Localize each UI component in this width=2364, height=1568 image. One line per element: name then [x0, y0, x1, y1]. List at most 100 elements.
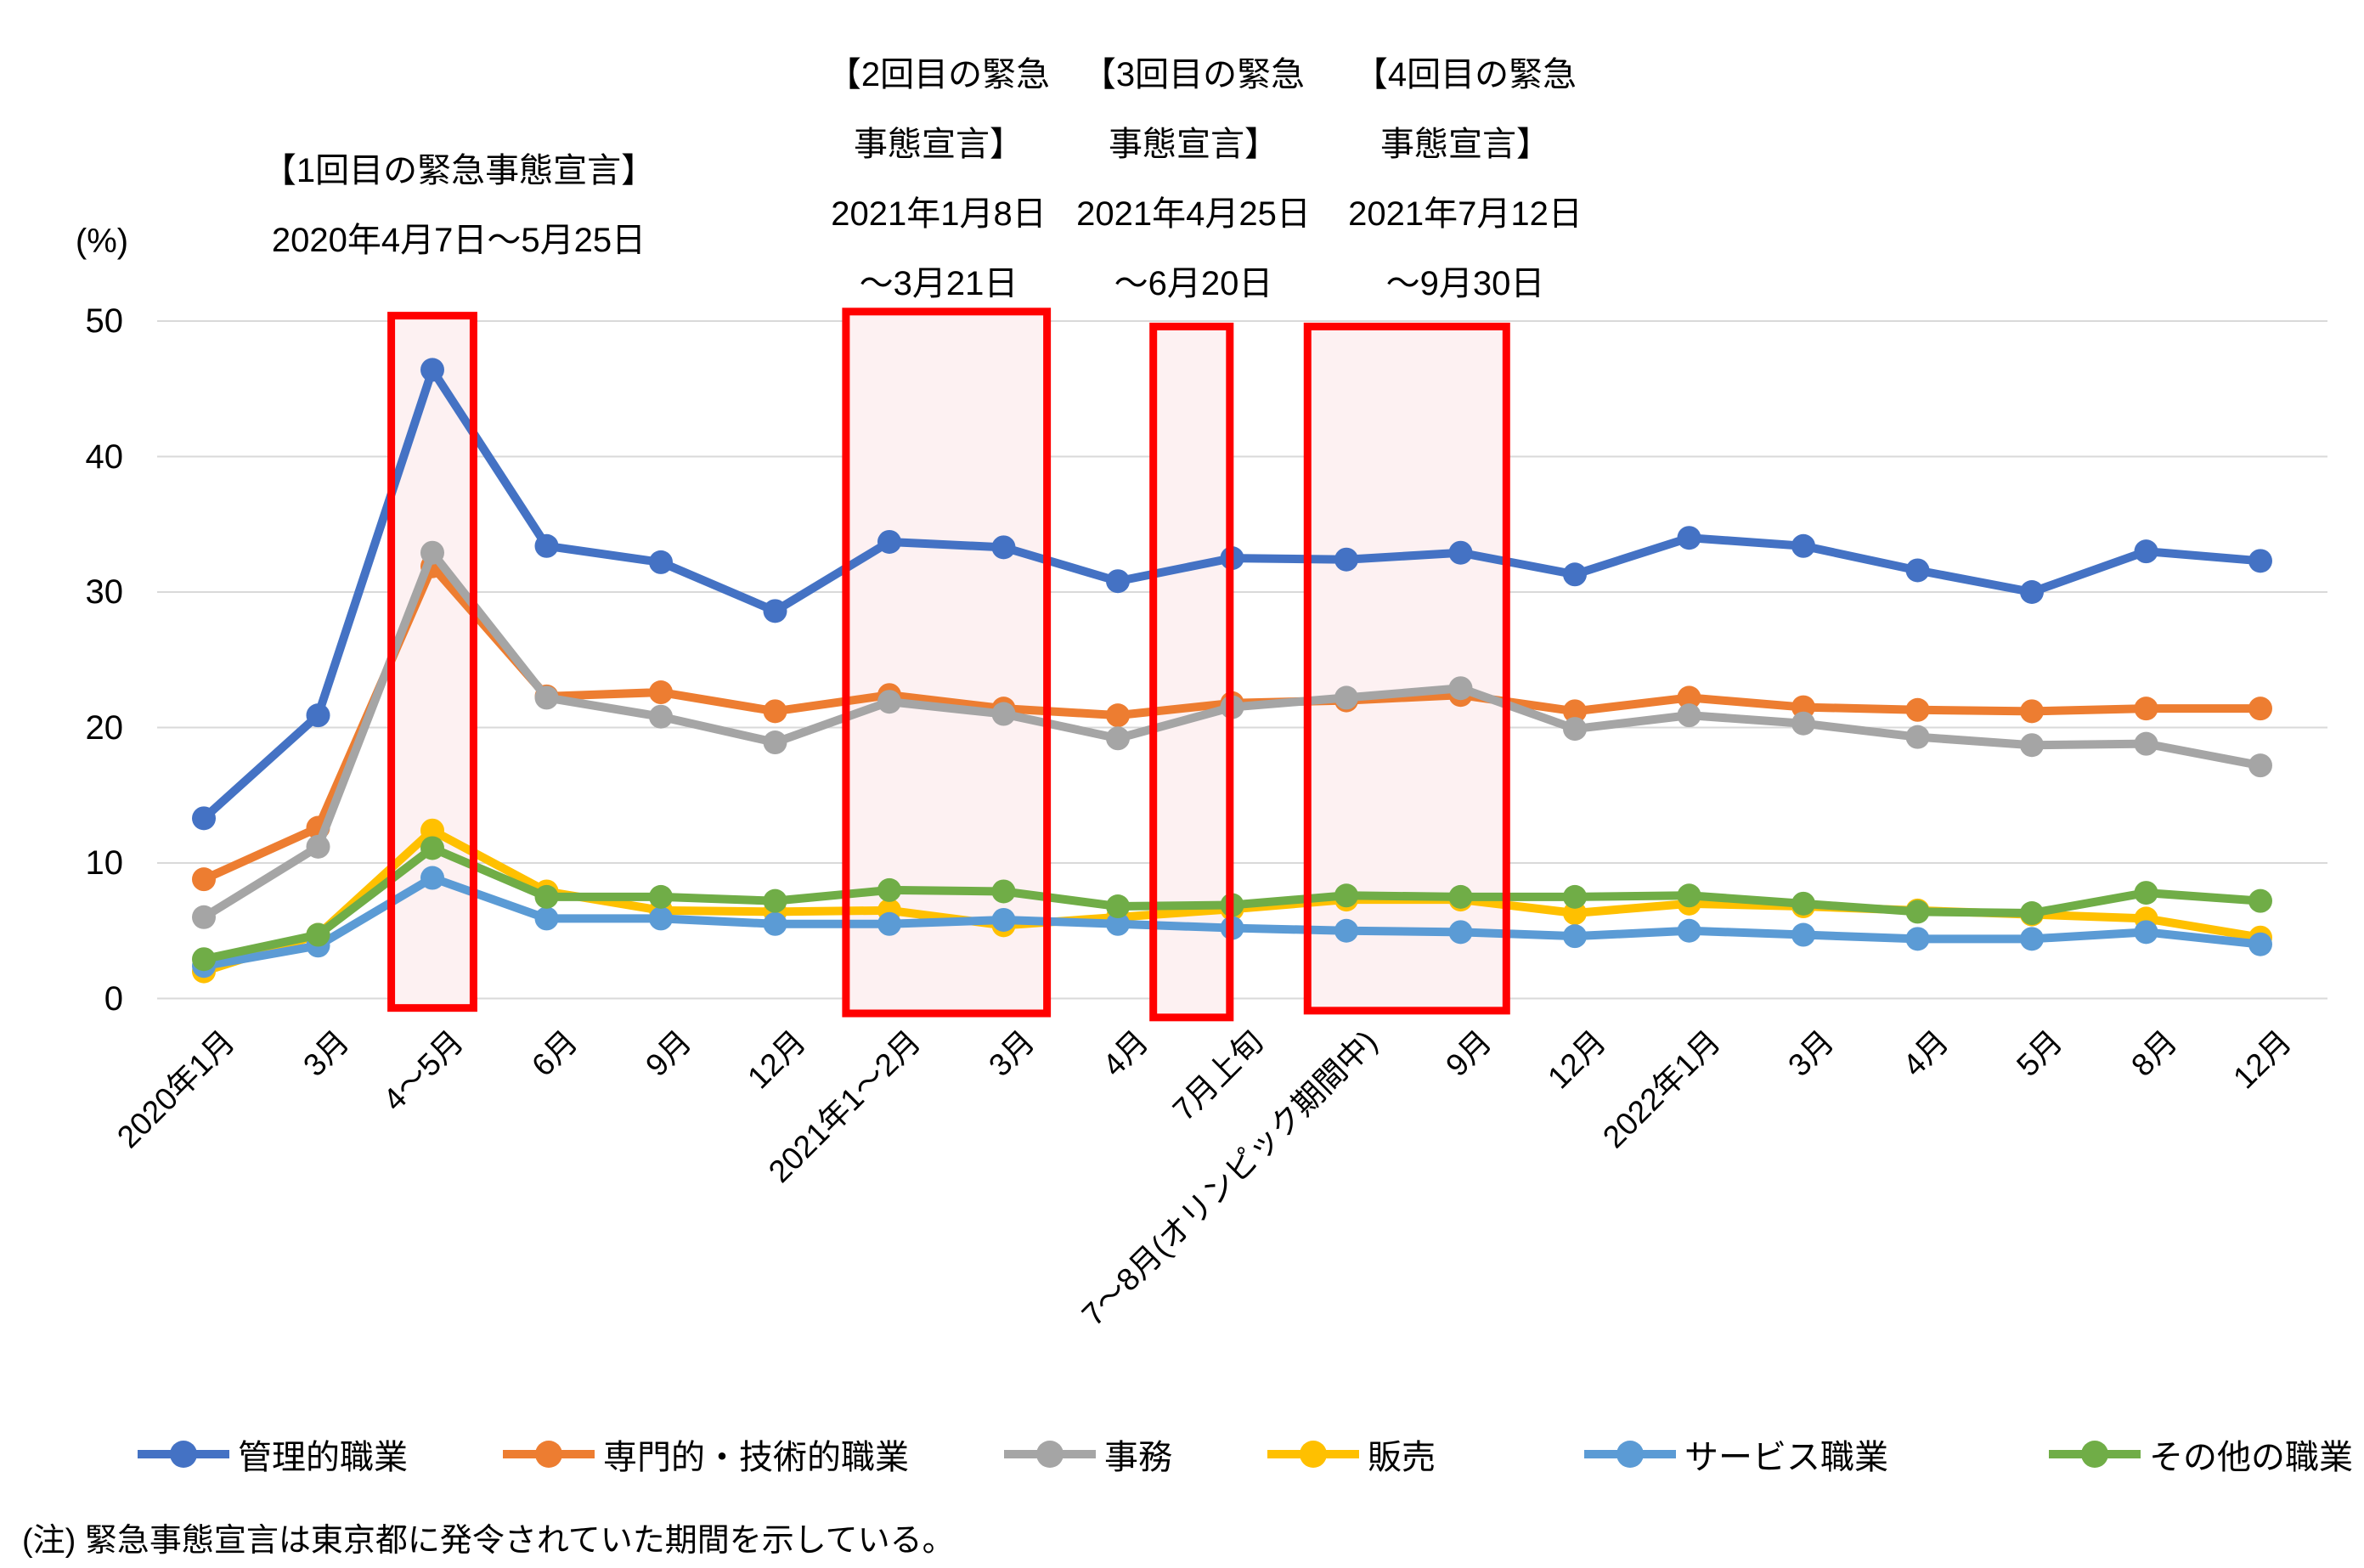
annotation-line: 【4回目の緊急 [1353, 56, 1577, 93]
legend-marker-icon [2049, 1441, 2141, 1468]
annotation-declaration-2: 【2回目の緊急 事態宣言】 2021年1月8日 ～3月21日 [633, 40, 1244, 319]
y-axis-label-0: 0 [104, 979, 123, 1018]
series-point-management-3 [534, 533, 559, 558]
legend-marker-icon [1267, 1441, 1359, 1468]
series-point-management-14 [1791, 533, 1815, 558]
series-point-sales-12 [1563, 901, 1587, 926]
series-point-professional-technical-17 [2134, 697, 2158, 721]
series-point-other-16 [2020, 901, 2044, 926]
series-point-service-3 [534, 906, 559, 931]
annotation-line: ～3月21日 [859, 265, 1018, 302]
series-point-clerical-15 [1905, 725, 1930, 749]
y-axis-label-20: 20 [85, 708, 124, 747]
legend-label: その他の職業 [2149, 1439, 2353, 1476]
series-point-other-5 [763, 888, 787, 913]
legend-marker-icon [1004, 1441, 1096, 1468]
series-point-clerical-14 [1791, 711, 1815, 736]
series-point-clerical-11 [1448, 676, 1473, 701]
annotation-declaration-4: 【4回目の緊急 事態宣言】 2021年7月12日 ～9月30日 [1159, 40, 1771, 319]
series-point-clerical-5 [763, 730, 787, 755]
series-point-management-12 [1563, 562, 1587, 587]
series-point-other-8 [1106, 894, 1130, 919]
series-point-management-2 [420, 358, 444, 382]
y-axis-label-30: 30 [85, 573, 124, 611]
series-point-clerical-1 [306, 834, 330, 859]
series-point-service-7 [991, 907, 1016, 932]
series-point-clerical-7 [991, 702, 1016, 726]
series-point-service-5 [763, 911, 787, 936]
series-point-service-8 [1106, 911, 1130, 936]
series-point-professional-technical-15 [1905, 697, 1930, 722]
series-point-service-18 [2248, 932, 2272, 956]
series-point-other-4 [649, 884, 673, 909]
y-axis-label-40: 40 [85, 437, 124, 476]
series-point-other-3 [534, 884, 559, 909]
series-point-clerical-18 [2248, 753, 2272, 778]
series-point-clerical-0 [192, 905, 216, 929]
annotation-declaration-3: 【3回目の緊急 事態宣言】 2021年4月25日 ～6月20日 [888, 40, 1499, 319]
annotation-line: ～9月30日 [1385, 265, 1545, 302]
series-point-clerical-17 [2134, 731, 2158, 756]
series-point-other-0 [192, 947, 216, 972]
legend-item-service: サービス職業 [1583, 1435, 1888, 1476]
series-point-service-6 [877, 911, 901, 936]
legend-label: 専門的・技術的職業 [603, 1439, 909, 1476]
annotation-line: 2020年4月7日～5月25日 [271, 222, 646, 259]
annotation-line: 【3回目の緊急 [1081, 56, 1306, 93]
series-point-professional-technical-18 [2248, 697, 2272, 721]
legend-marker-icon [503, 1441, 595, 1468]
series-point-other-12 [1563, 884, 1587, 909]
series-point-clerical-12 [1563, 717, 1587, 742]
series-point-management-4 [649, 550, 673, 574]
annotation-line: 2021年4月25日 [1076, 195, 1311, 233]
series-point-professional-technical-12 [1563, 699, 1587, 724]
footnote: (注) 緊急事態宣言は東京都に発令されていた期間を示している。 [22, 1523, 955, 1559]
annotation-line: 2021年7月12日 [1348, 195, 1583, 233]
annotation-line: 【2回目の緊急 [827, 56, 1051, 93]
legend-item-sales: 販売 [1266, 1435, 1436, 1476]
annotation-line: 事態宣言】 [1109, 126, 1278, 163]
series-point-service-16 [2020, 927, 2044, 951]
legend-item-professional-technical: 専門的・技術的職業 [501, 1435, 909, 1476]
emergency-period-box-4 [1303, 322, 1510, 1015]
annotation-declaration-1: 【1回目の緊急事態宣言】 2020年4月7日～5月25日 [153, 136, 764, 275]
emergency-period-box-2 [842, 307, 1052, 1018]
series-point-clerical-16 [2020, 733, 2044, 758]
series-point-clerical-4 [649, 704, 673, 729]
series-point-management-10 [1334, 547, 1358, 572]
series-point-management-6 [877, 529, 901, 554]
legend-item-clerical: 事務 [1002, 1435, 1172, 1476]
series-point-management-7 [991, 535, 1016, 560]
series-point-sales-2 [420, 818, 444, 843]
series-point-clerical-6 [877, 690, 901, 714]
y-axis-label-10: 10 [85, 844, 124, 882]
series-point-other-15 [1905, 900, 1930, 924]
legend-item-management: 管理的職業 [136, 1435, 408, 1476]
emergency-period-fill-4 [1307, 326, 1507, 1011]
series-point-management-16 [2020, 580, 2044, 604]
series-point-other-14 [1791, 891, 1815, 916]
legend-marker-icon [1584, 1441, 1676, 1468]
series-point-other-7 [991, 879, 1016, 904]
series-point-management-17 [2134, 539, 2158, 564]
series-point-management-1 [306, 703, 330, 728]
y-axis-label-50: 50 [85, 302, 124, 340]
annotation-line: 事態宣言】 [854, 126, 1024, 163]
series-point-other-13 [1677, 883, 1701, 908]
annotation-line: 事態宣言】 [1380, 126, 1550, 163]
series-point-professional-technical-8 [1106, 703, 1130, 728]
series-point-other-10 [1334, 883, 1358, 908]
series-point-management-13 [1677, 526, 1701, 550]
series-point-clerical-10 [1334, 685, 1358, 710]
series-point-service-17 [2134, 920, 2158, 945]
series-point-professional-technical-14 [1791, 695, 1815, 719]
series-point-other-6 [877, 877, 901, 902]
series-point-other-2 [420, 836, 444, 860]
legend-marker-icon [138, 1441, 229, 1468]
series-point-management-8 [1106, 569, 1130, 594]
legend-label: 販売 [1368, 1439, 1436, 1476]
series-point-professional-technical-0 [192, 867, 216, 892]
series-point-service-13 [1677, 918, 1701, 943]
series-point-service-11 [1448, 920, 1473, 945]
